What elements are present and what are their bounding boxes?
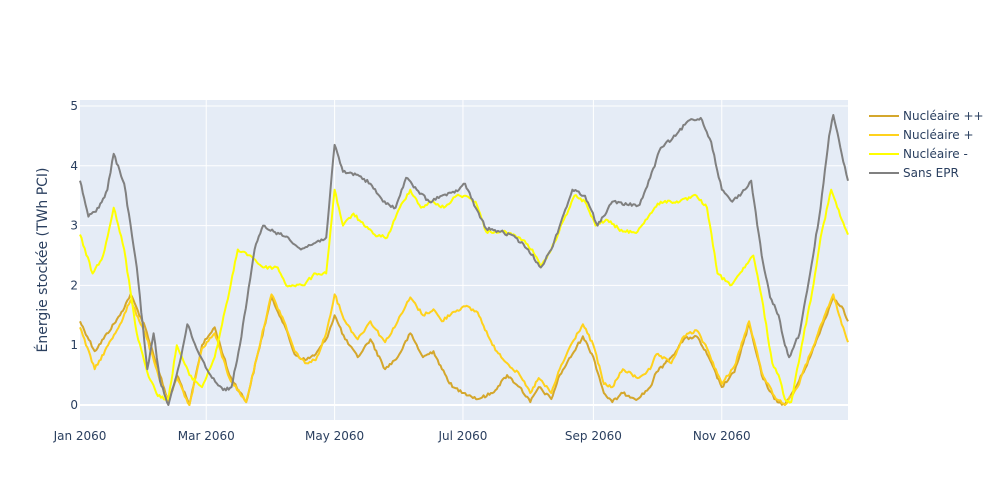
x-tick-label: Mar 2060 xyxy=(178,429,235,443)
y-axis-label: Énergie stockée (TWh PCI) xyxy=(34,167,51,352)
x-tick-label: Sep 2060 xyxy=(565,429,622,443)
y-tick-label: 2 xyxy=(70,278,78,292)
legend-item[interactable]: Sans EPR xyxy=(869,166,959,180)
grid xyxy=(80,100,848,420)
legend-label: Nucléaire - xyxy=(903,147,968,161)
series-line-3 xyxy=(79,188,849,404)
plot-background xyxy=(80,100,848,420)
y-tick-label: 0 xyxy=(70,398,78,412)
y-tick-label: 3 xyxy=(70,219,78,233)
series-group xyxy=(79,114,849,406)
y-tick-label: 5 xyxy=(70,99,78,113)
series-line-1 xyxy=(79,293,849,406)
y-axis-tick-labels: 0 1 2 3 4 5 xyxy=(70,99,78,412)
x-tick-label: Jan 2060 xyxy=(53,429,107,443)
series-line-2 xyxy=(79,293,849,406)
x-tick-label: Nov 2060 xyxy=(693,429,751,443)
x-axis-tick-labels: Jan 2060 Mar 2060 May 2060 Jul 2060 Sep 2060… xyxy=(53,429,751,443)
series-line-4 xyxy=(79,114,849,406)
legend-item[interactable]: Nucléaire + xyxy=(869,128,974,142)
legend: Nucléaire ++ Nucléaire + Nucléaire - Sans E… xyxy=(869,109,984,180)
x-tick-label: Jul 2060 xyxy=(438,429,488,443)
legend-label: Sans EPR xyxy=(903,166,959,180)
legend-item[interactable]: Nucléaire - xyxy=(869,147,968,161)
y-tick-label: 1 xyxy=(70,338,78,352)
legend-label: Nucléaire ++ xyxy=(903,109,984,123)
legend-item[interactable]: Nucléaire ++ xyxy=(869,109,984,123)
x-tick-label: May 2060 xyxy=(305,429,364,443)
y-tick-label: 4 xyxy=(70,159,78,173)
legend-label: Nucléaire + xyxy=(903,128,974,142)
